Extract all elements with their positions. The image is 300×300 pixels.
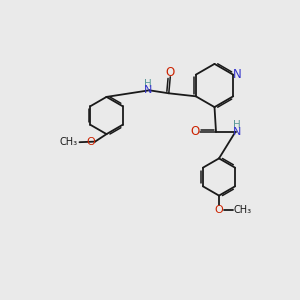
Text: O: O [86,137,95,147]
Text: O: O [166,66,175,79]
Text: N: N [144,85,152,95]
Text: H: H [144,79,152,89]
Text: N: N [232,68,241,81]
Text: N: N [233,127,241,137]
Text: CH₃: CH₃ [60,137,78,147]
Text: H: H [233,120,241,130]
Text: CH₃: CH₃ [233,205,251,215]
Text: O: O [214,205,224,215]
Text: O: O [191,125,200,138]
